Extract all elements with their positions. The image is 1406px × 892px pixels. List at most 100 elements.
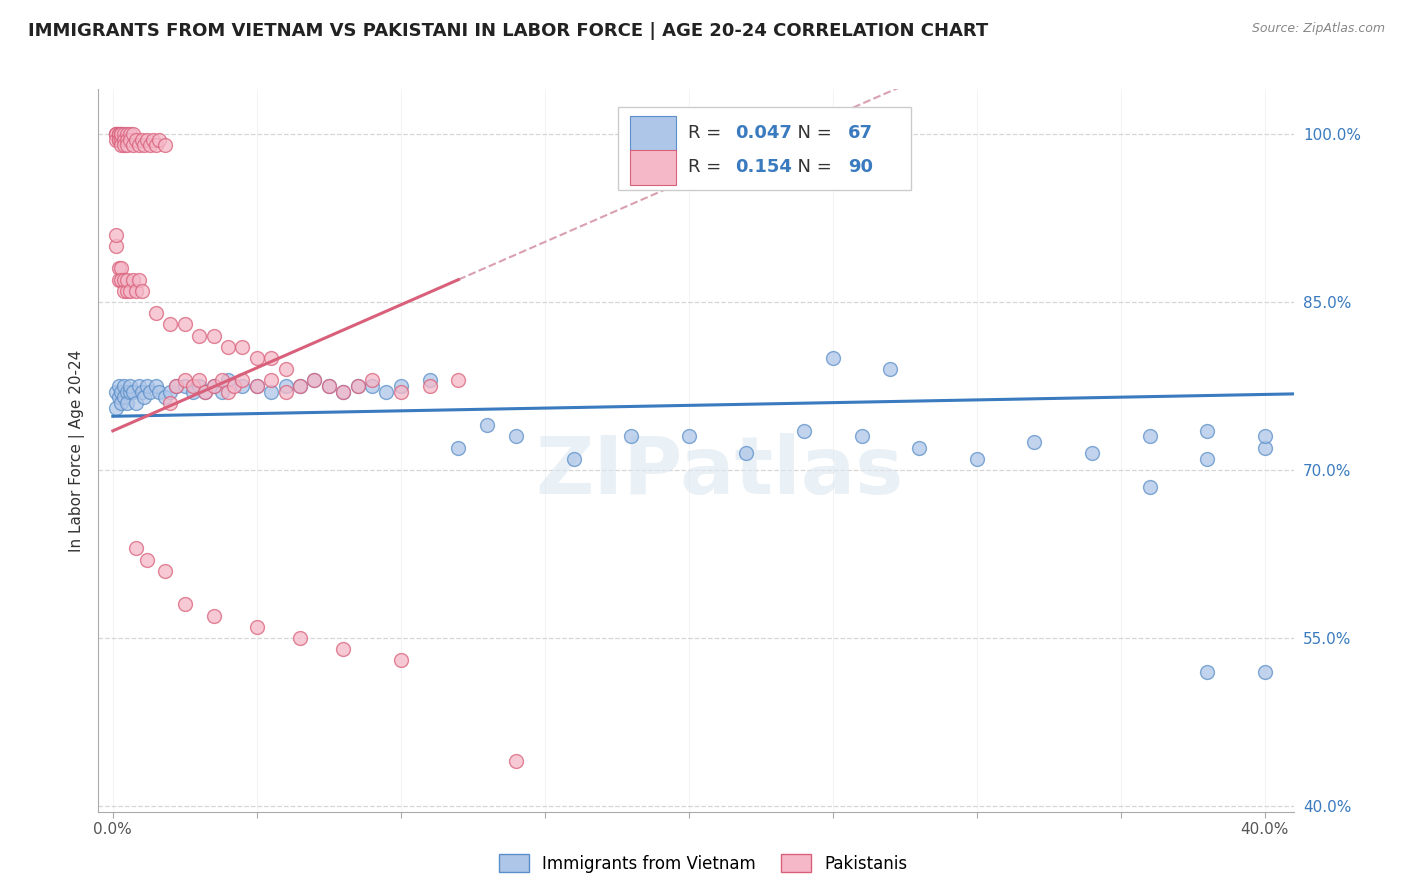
Point xyxy=(159,384,181,399)
Point xyxy=(122,127,145,141)
Point xyxy=(112,390,135,404)
Point xyxy=(1139,429,1161,443)
Point xyxy=(620,429,643,443)
Point xyxy=(361,374,384,388)
Point xyxy=(288,631,311,645)
Point xyxy=(211,384,233,399)
Point xyxy=(1197,665,1219,679)
Point xyxy=(125,541,148,556)
Point xyxy=(110,138,132,153)
Point xyxy=(173,374,195,388)
Point xyxy=(1081,446,1104,460)
Point xyxy=(110,261,132,276)
Point xyxy=(202,328,225,343)
Point xyxy=(120,379,142,393)
Point xyxy=(134,390,156,404)
Point xyxy=(246,379,269,393)
Point xyxy=(389,384,412,399)
Point xyxy=(112,379,135,393)
Point xyxy=(134,138,156,153)
Point xyxy=(110,396,132,410)
Point xyxy=(188,379,211,393)
Point xyxy=(332,384,354,399)
Point xyxy=(389,653,412,667)
Point xyxy=(1139,480,1161,494)
Point xyxy=(112,284,135,298)
Point xyxy=(188,374,211,388)
Point xyxy=(110,384,132,399)
Point xyxy=(153,390,176,404)
Point xyxy=(112,272,135,286)
Point xyxy=(202,608,225,623)
Point xyxy=(389,379,412,393)
Point xyxy=(112,133,135,147)
Point xyxy=(110,127,132,141)
Point xyxy=(288,379,311,393)
Point xyxy=(183,379,205,393)
Point xyxy=(131,284,153,298)
Point xyxy=(188,328,211,343)
Text: IMMIGRANTS FROM VIETNAM VS PAKISTANI IN LABOR FORCE | AGE 20-24 CORRELATION CHAR: IMMIGRANTS FROM VIETNAM VS PAKISTANI IN … xyxy=(28,22,988,40)
Point xyxy=(115,127,138,141)
Point xyxy=(104,384,127,399)
Point xyxy=(231,379,253,393)
Y-axis label: In Labor Force | Age 20-24: In Labor Force | Age 20-24 xyxy=(69,350,84,551)
Point xyxy=(145,379,167,393)
Point xyxy=(122,384,145,399)
Point xyxy=(173,379,195,393)
Point xyxy=(447,441,470,455)
Point xyxy=(260,374,283,388)
Point xyxy=(131,384,153,399)
Point xyxy=(260,384,283,399)
Point xyxy=(346,379,368,393)
FancyBboxPatch shape xyxy=(630,150,676,185)
Point xyxy=(246,620,269,634)
Point xyxy=(1024,435,1046,450)
Point xyxy=(793,424,815,438)
Point xyxy=(131,133,153,147)
Text: ZIPatlas: ZIPatlas xyxy=(536,434,904,511)
Point xyxy=(104,239,127,253)
Point xyxy=(139,384,162,399)
Point xyxy=(136,379,159,393)
Point xyxy=(477,418,499,433)
Legend: Immigrants from Vietnam, Pakistanis: Immigrants from Vietnam, Pakistanis xyxy=(492,847,914,880)
Point xyxy=(1254,665,1277,679)
Point xyxy=(104,227,127,242)
Point xyxy=(115,384,138,399)
Point xyxy=(104,127,127,141)
Point xyxy=(145,138,167,153)
Text: 67: 67 xyxy=(848,124,873,142)
Point xyxy=(194,384,217,399)
Point xyxy=(115,272,138,286)
Point xyxy=(136,133,159,147)
Text: N =: N = xyxy=(786,158,837,177)
Text: R =: R = xyxy=(688,124,727,142)
Point xyxy=(148,133,170,147)
Point xyxy=(851,429,873,443)
Text: 0.154: 0.154 xyxy=(735,158,793,177)
Point xyxy=(1197,451,1219,466)
Point xyxy=(122,138,145,153)
Point xyxy=(153,138,176,153)
Point xyxy=(274,379,297,393)
Point xyxy=(125,133,148,147)
Point xyxy=(821,351,844,365)
Text: 0.047: 0.047 xyxy=(735,124,793,142)
Point xyxy=(678,429,700,443)
Point xyxy=(202,379,225,393)
Point xyxy=(142,133,165,147)
Point xyxy=(115,284,138,298)
Point xyxy=(222,379,245,393)
Point xyxy=(173,598,195,612)
Point xyxy=(136,552,159,566)
Point xyxy=(173,318,195,332)
Point xyxy=(419,379,441,393)
Point xyxy=(139,138,162,153)
Point xyxy=(107,390,129,404)
Text: Source: ZipAtlas.com: Source: ZipAtlas.com xyxy=(1251,22,1385,36)
Point xyxy=(107,133,129,147)
Point xyxy=(159,396,181,410)
Point xyxy=(120,133,142,147)
Point xyxy=(104,127,127,141)
